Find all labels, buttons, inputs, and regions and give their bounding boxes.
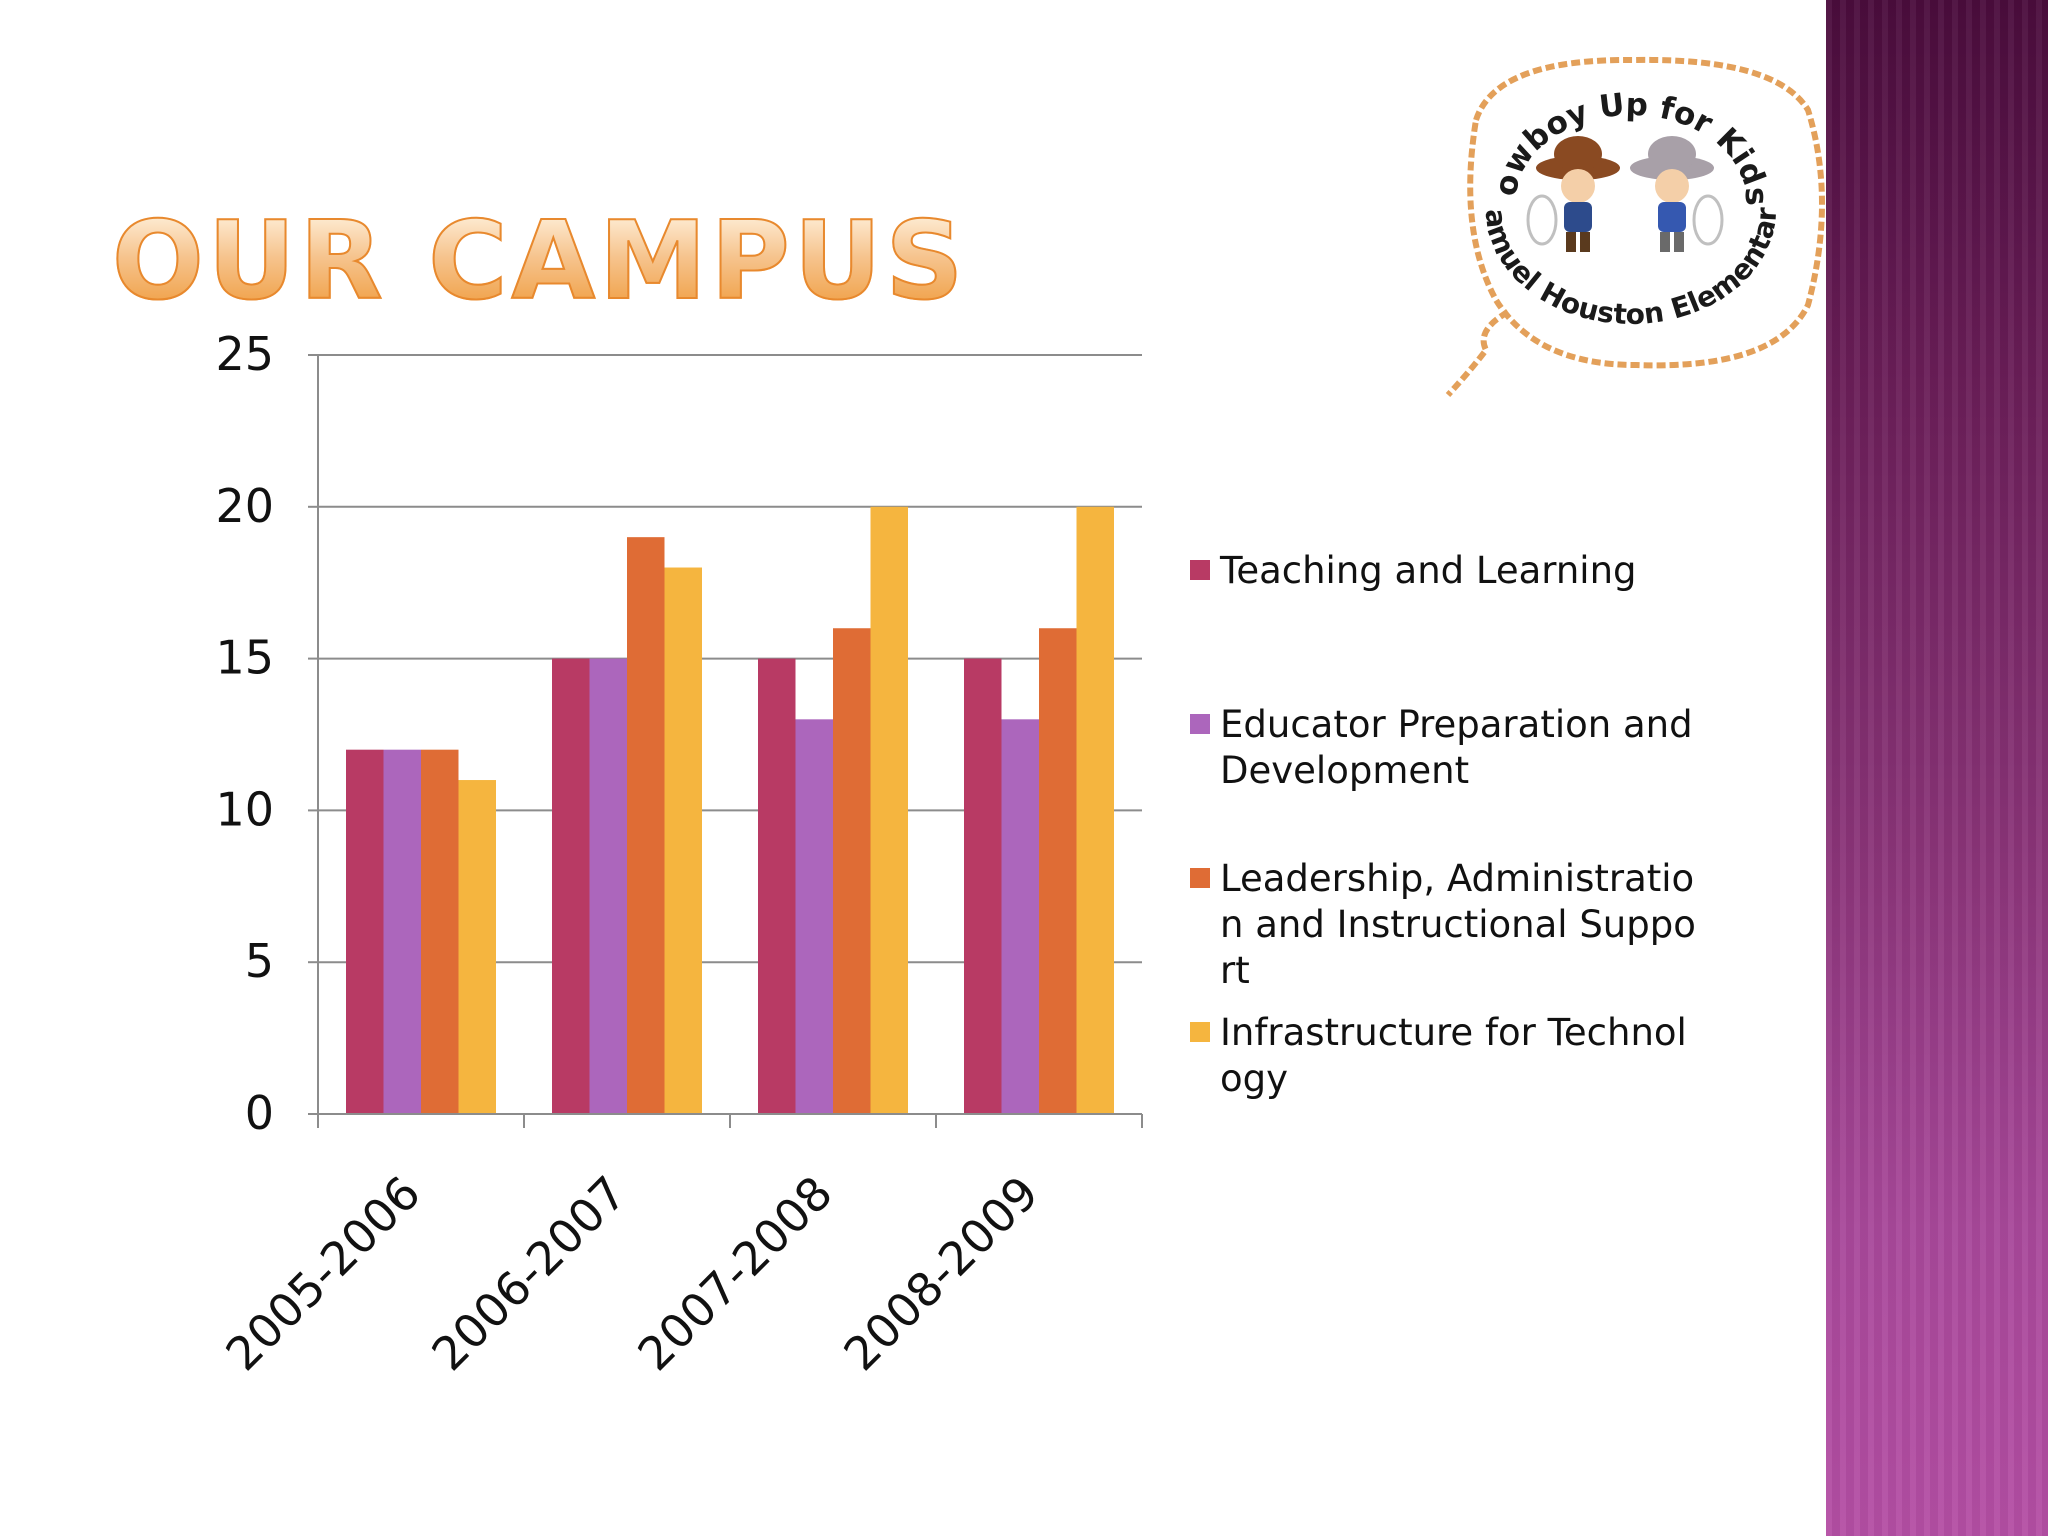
bar bbox=[589, 658, 627, 1114]
x-tick-label: 2007-2008 bbox=[627, 1166, 842, 1381]
legend-item-infrastructure: Infrastructure for Technology bbox=[1190, 1010, 1700, 1102]
y-tick-label: 25 bbox=[215, 327, 274, 381]
bar bbox=[664, 567, 702, 1114]
y-tick-label: 10 bbox=[215, 782, 274, 836]
chart-bars bbox=[346, 506, 1114, 1114]
bar bbox=[964, 658, 1002, 1114]
lasso-rope-frame bbox=[1467, 56, 1825, 369]
school-logo: Cowboy Up for Kids! Samuel Houston Eleme… bbox=[1436, 50, 1825, 398]
legend-swatch-teaching bbox=[1190, 560, 1210, 580]
bar bbox=[458, 780, 496, 1114]
bar-chart: 0 5 10 15 20 25 2005-20062006-20072007-2008200… bbox=[215, 327, 1143, 1381]
y-tick-label: 20 bbox=[215, 479, 274, 533]
page-title: OUR CAMPUS bbox=[111, 199, 968, 324]
bar bbox=[421, 749, 459, 1114]
x-tick-label: 2005-2006 bbox=[215, 1166, 430, 1381]
legend-label-leadership: Leadership, Administration and Instructi… bbox=[1220, 857, 1696, 992]
y-tick-label: 0 bbox=[245, 1086, 274, 1140]
legend-item-teaching: Teaching and Learning bbox=[1190, 548, 1700, 594]
lasso-rope-tail bbox=[1445, 309, 1510, 398]
bar bbox=[1039, 628, 1077, 1114]
side-decorative-band bbox=[1826, 0, 2048, 1536]
legend-item-leadership: Leadership, Administration and Instructi… bbox=[1190, 856, 1700, 994]
bar bbox=[758, 658, 796, 1114]
legend-item-educator: Educator Preparation and Development bbox=[1190, 702, 1700, 794]
bar bbox=[627, 537, 665, 1114]
legend-label-teaching: Teaching and Learning bbox=[1220, 549, 1637, 592]
bar bbox=[1001, 719, 1039, 1114]
y-tick-label: 15 bbox=[215, 631, 274, 685]
bar bbox=[552, 658, 590, 1114]
bar bbox=[1076, 506, 1114, 1114]
bar bbox=[870, 506, 908, 1114]
legend-label-educator: Educator Preparation and Development bbox=[1220, 703, 1693, 792]
x-tick-label: 2006-2007 bbox=[421, 1166, 636, 1381]
bar bbox=[346, 749, 384, 1114]
legend-swatch-infrastructure bbox=[1190, 1022, 1210, 1042]
cowboy-cartoon-icon bbox=[1630, 136, 1724, 252]
bar bbox=[833, 628, 871, 1114]
legend-label-infrastructure: Infrastructure for Technology bbox=[1220, 1011, 1687, 1100]
legend-swatch-educator bbox=[1190, 714, 1210, 734]
bar bbox=[795, 719, 833, 1114]
y-tick-label: 5 bbox=[245, 934, 274, 988]
cowboy-cartoon-icon bbox=[1526, 136, 1620, 252]
bar bbox=[383, 749, 421, 1114]
legend-swatch-leadership bbox=[1190, 868, 1210, 888]
x-tick-label: 2008-2009 bbox=[833, 1166, 1048, 1381]
